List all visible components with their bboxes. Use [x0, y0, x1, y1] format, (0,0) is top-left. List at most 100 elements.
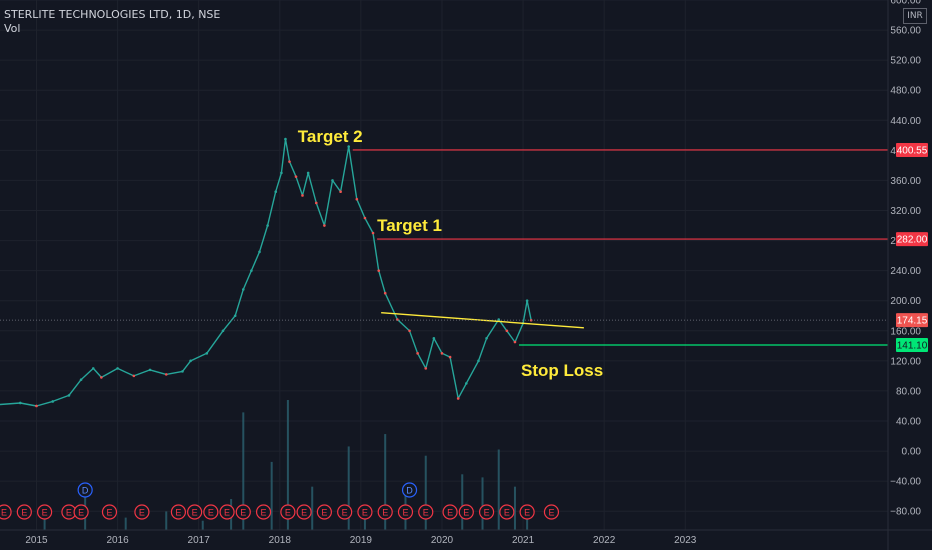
earnings-marker-circle	[16, 504, 32, 520]
earnings-marker-label: E	[301, 508, 307, 518]
level-label: Stop Loss	[521, 361, 603, 380]
price-tick-label: 440.00	[890, 116, 921, 127]
earnings-marker: E	[203, 504, 219, 520]
volume-bar	[165, 511, 168, 530]
price-tick-label: −40.00	[890, 477, 921, 488]
earnings-marker: E	[543, 504, 560, 520]
price-point	[485, 336, 488, 340]
earnings-marker: E	[418, 504, 434, 520]
earnings-marker-circle	[499, 504, 515, 520]
earnings-marker: E	[235, 504, 251, 520]
earnings-marker-label: E	[208, 508, 214, 518]
earnings-marker-circle	[316, 504, 332, 520]
volume-bar	[461, 474, 464, 530]
time-tick-label: 2016	[106, 535, 129, 546]
price-point	[67, 394, 71, 397]
price-label: 282.00	[897, 235, 928, 246]
earnings-marker-circle	[357, 504, 373, 520]
earnings-marker-circle	[235, 504, 251, 520]
earnings-marker-label: E	[106, 508, 112, 518]
earnings-marker-label: E	[224, 508, 230, 518]
earnings-marker-circle	[377, 504, 393, 520]
earnings-marker-label: E	[321, 508, 327, 518]
price-tick-label: 520.00	[890, 56, 921, 67]
price-point	[371, 231, 375, 235]
earnings-marker-label: E	[285, 508, 291, 518]
grid	[0, 0, 888, 530]
price-point	[100, 376, 103, 379]
price-point	[116, 367, 119, 370]
earnings-marker-circle	[187, 504, 203, 520]
time-tick-label: 2023	[674, 535, 697, 546]
price-point	[205, 352, 209, 355]
earnings-marker-circle	[458, 504, 474, 520]
price-tick-label: 80.00	[896, 386, 921, 397]
earnings-marker-label: E	[192, 508, 198, 518]
dividend-marker-label: D	[82, 486, 89, 496]
earnings-marker-circle	[519, 504, 535, 520]
earnings-marker: E	[519, 504, 535, 520]
earnings-marker-label: E	[524, 508, 530, 518]
earnings-marker: E	[219, 504, 235, 520]
price-point	[314, 201, 318, 205]
price-point	[51, 400, 55, 403]
currency-badge[interactable]: INR	[903, 8, 927, 24]
price-point	[35, 404, 38, 408]
earnings-marker-circle	[478, 504, 495, 520]
price-point	[280, 171, 283, 175]
earnings-marker: E	[458, 504, 474, 520]
volume-bar	[384, 434, 387, 530]
price-tick-label: 600.00	[890, 0, 921, 7]
earnings-marker: E	[187, 504, 203, 520]
price-point	[189, 359, 192, 363]
earnings-marker: E	[499, 504, 515, 520]
price-point	[250, 269, 253, 272]
price-point	[513, 340, 517, 344]
earnings-marker-label: E	[402, 508, 408, 518]
earnings-marker: E	[280, 504, 296, 520]
price-tick-label: 0.00	[902, 447, 922, 458]
volume-bar	[424, 455, 427, 530]
earnings-marker: E	[134, 504, 150, 520]
time-tick-label: 2022	[593, 535, 616, 546]
price-point	[294, 175, 298, 178]
dividend-marker-label: D	[406, 486, 413, 496]
earnings-marker-circle	[134, 504, 150, 520]
earnings-marker-circle	[203, 504, 219, 520]
price-point	[148, 368, 152, 372]
price-point	[424, 367, 428, 370]
price-point	[432, 336, 436, 340]
price-tick-label: 160.00	[890, 326, 921, 337]
volume-label: Vol	[4, 22, 21, 35]
earnings-marker-circle	[543, 504, 560, 520]
price-point	[164, 373, 168, 376]
price-point	[274, 190, 278, 194]
price-point	[181, 370, 184, 373]
time-axis: 2015 2016 2017 2018 2019 2020 2021 2022 2023	[0, 529, 932, 546]
earnings-marker: E	[397, 504, 414, 520]
level-label: Target 1	[377, 216, 442, 235]
earnings-marker: E	[296, 504, 312, 520]
price-point	[331, 179, 334, 182]
price-label-box	[896, 142, 928, 157]
price-point	[323, 224, 326, 227]
earnings-marker-circle	[337, 504, 353, 520]
volume-bar	[286, 400, 289, 530]
earnings-marker-circle	[442, 504, 458, 520]
price-series	[0, 137, 533, 408]
earnings-marker: E	[73, 504, 89, 520]
earnings-marker-circle	[170, 504, 187, 520]
price-tick-label: 480.00	[890, 86, 921, 97]
earnings-marker-circle	[255, 504, 272, 520]
earnings-marker-circle	[101, 504, 118, 520]
price-label: 141.10	[897, 340, 928, 351]
price-point	[525, 299, 529, 303]
volume-bar	[124, 517, 127, 530]
price-point	[132, 374, 136, 378]
price-point	[91, 367, 95, 370]
earnings-marker-label: E	[139, 508, 145, 518]
price-point	[347, 145, 351, 148]
earnings-marker: E	[37, 504, 53, 520]
price-point	[440, 352, 444, 355]
